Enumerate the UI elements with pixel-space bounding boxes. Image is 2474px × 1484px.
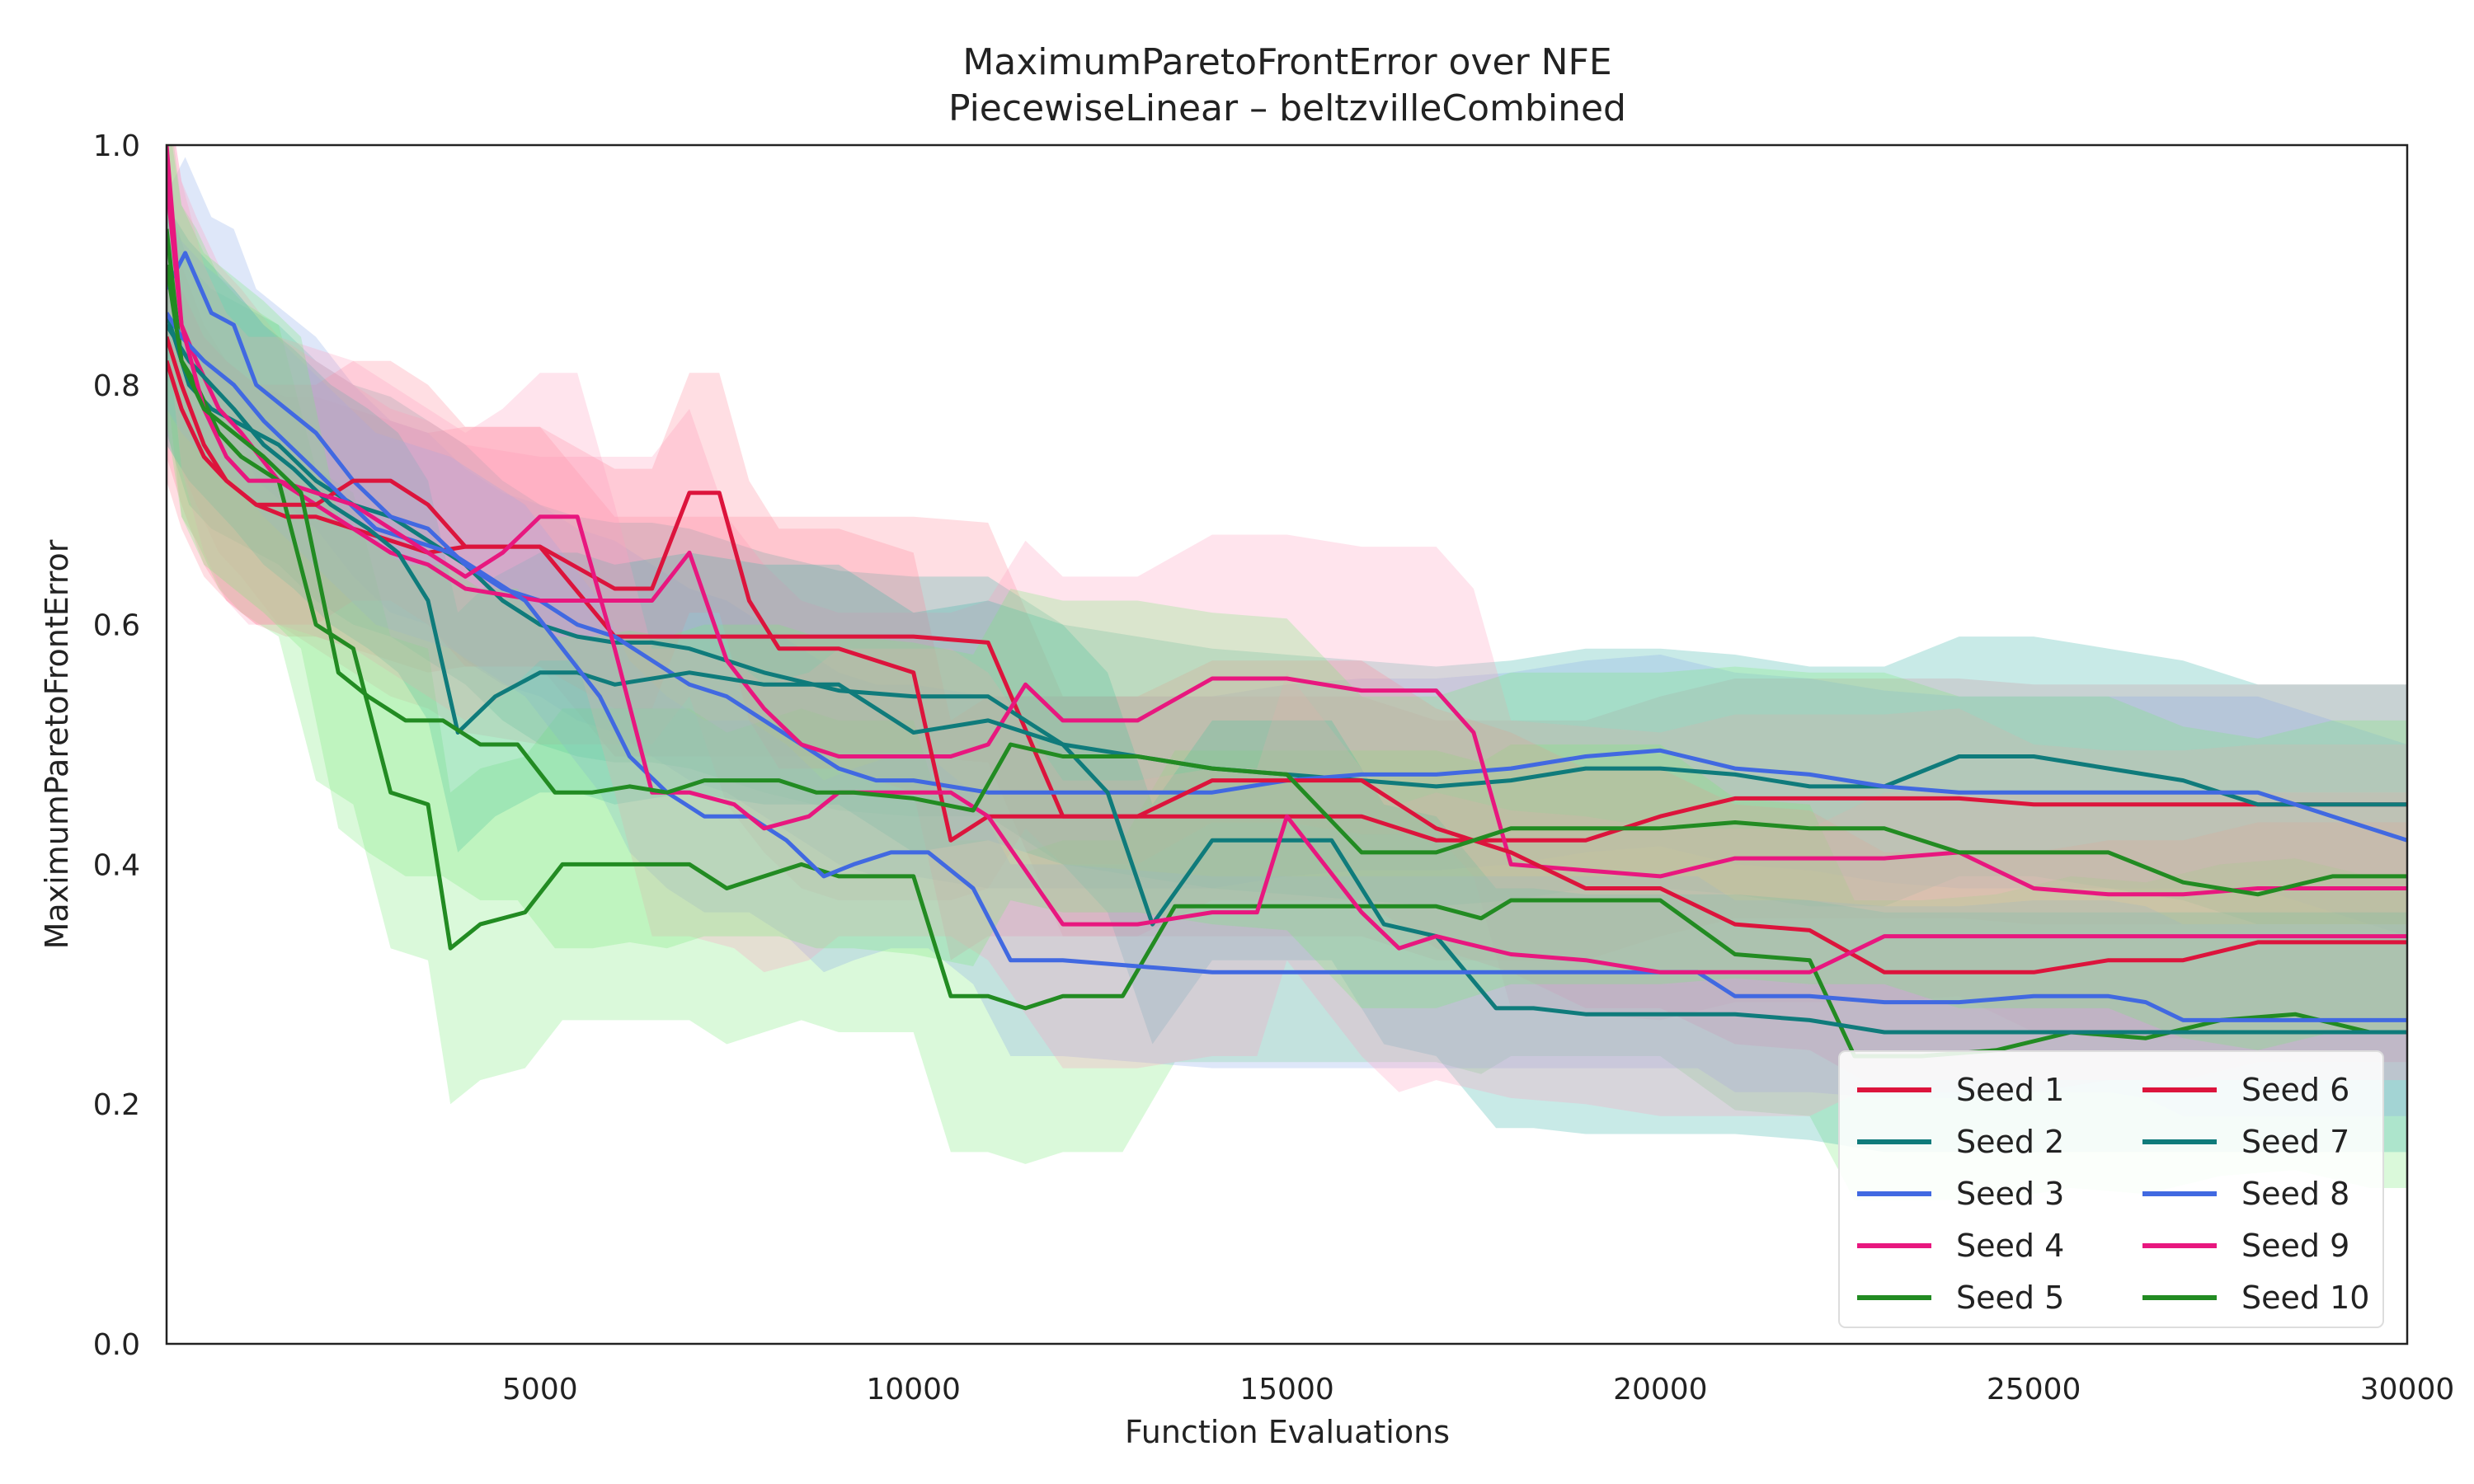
band-seed-4: [167, 145, 2407, 1039]
y-axis-label: MaximumParetoFrontError: [39, 539, 75, 949]
legend-label-seed-2: Seed 2: [1956, 1124, 2064, 1160]
y-tick-label: 0.4: [93, 848, 140, 882]
x-tick-label: 15000: [1239, 1373, 1334, 1407]
legend-label-seed-1: Seed 1: [1956, 1072, 2064, 1108]
band-seed-6: [167, 241, 2407, 1092]
band-seed-2: [167, 193, 2407, 925]
band-seed-8: [167, 217, 2407, 1116]
y-tick-label: 0.8: [93, 369, 140, 403]
chart-subtitle: PiecewiseLinear – beltzvilleCombined: [948, 87, 1626, 129]
legend-label-seed-9: Seed 9: [2241, 1228, 2349, 1264]
series-line-seed-10: [167, 265, 2407, 897]
chart-title: MaximumParetoFrontError over NFE: [962, 41, 1611, 83]
x-tick-label: 5000: [502, 1373, 578, 1407]
band-seed-5: [167, 145, 2407, 1200]
y-tick-label: 0.6: [93, 609, 140, 643]
legend-label-seed-8: Seed 8: [2241, 1176, 2349, 1212]
band-seed-3: [167, 157, 2407, 937]
series-line-seed-8: [167, 312, 2407, 1022]
x-tick-label: 10000: [866, 1373, 961, 1407]
legend-label-seed-10: Seed 10: [2241, 1280, 2369, 1316]
series-line-seed-9: [167, 181, 2407, 974]
y-axis-ticks: 0.0 0.2 0.4 0.6 0.8 1.0: [93, 129, 140, 1362]
y-tick-label: 1.0: [93, 129, 140, 163]
y-tick-label: 0.0: [93, 1328, 140, 1362]
legend-label-seed-7: Seed 7: [2241, 1124, 2349, 1160]
x-tick-label: 20000: [1613, 1373, 1708, 1407]
legend-box: [1838, 1050, 2384, 1328]
x-tick-label: 25000: [1987, 1373, 2081, 1407]
confidence-bands: [167, 145, 2407, 1200]
series-line-seed-7: [167, 323, 2407, 1035]
band-seed-7: [167, 204, 2407, 1153]
y-tick-label: 0.2: [93, 1088, 140, 1122]
legend-label-seed-4: Seed 4: [1956, 1228, 2064, 1264]
band-seed-10: [167, 145, 2407, 1050]
legend-label-seed-3: Seed 3: [1956, 1176, 2064, 1212]
plot-frame: [165, 143, 2409, 1345]
legend-label-seed-6: Seed 6: [2241, 1072, 2349, 1108]
x-axis-ticks: 5000 10000 15000 20000 25000 30000: [502, 1373, 2454, 1407]
band-seed-1: [167, 217, 2407, 960]
x-axis-label: Function Evaluations: [1125, 1414, 1450, 1450]
legend-label-seed-5: Seed 5: [1956, 1280, 2064, 1316]
band-seed-9: [167, 145, 2407, 1116]
legend: Seed 1 Seed 2 Seed 3 Seed 4 Seed 5 Seed 6 Seed…: [1838, 1050, 2384, 1328]
series-line-seed-6: [167, 359, 2407, 974]
x-tick-label: 30000: [2360, 1373, 2455, 1407]
